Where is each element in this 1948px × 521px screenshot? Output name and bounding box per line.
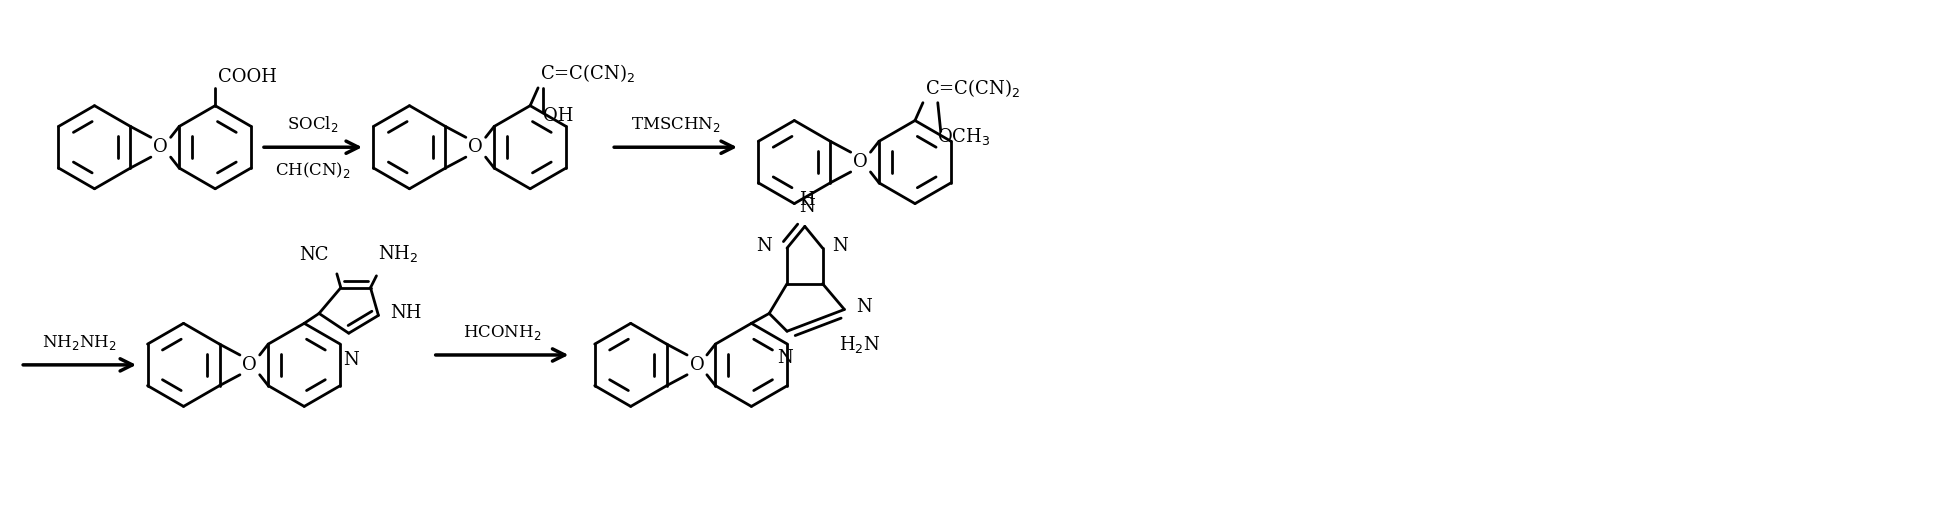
Text: NH$_2$NH$_2$: NH$_2$NH$_2$	[43, 333, 117, 352]
Text: N: N	[343, 351, 358, 369]
Text: CH(CN)$_2$: CH(CN)$_2$	[275, 160, 351, 180]
Text: NC: NC	[300, 246, 329, 264]
Text: N: N	[799, 199, 814, 216]
Text: OH: OH	[543, 107, 573, 125]
Text: H: H	[799, 191, 814, 208]
Text: O: O	[468, 138, 483, 156]
Text: SOCl$_2$: SOCl$_2$	[286, 115, 339, 134]
Text: O: O	[154, 138, 168, 156]
Text: N: N	[777, 349, 793, 367]
Text: TMSCHN$_2$: TMSCHN$_2$	[631, 115, 721, 134]
Text: C=C(CN)$_2$: C=C(CN)$_2$	[925, 77, 1021, 99]
Text: C=C(CN)$_2$: C=C(CN)$_2$	[540, 62, 635, 84]
Text: O: O	[242, 356, 257, 374]
Text: H$_2$N: H$_2$N	[838, 334, 880, 355]
Text: N: N	[756, 237, 771, 255]
Text: N: N	[857, 299, 873, 316]
Text: O: O	[690, 356, 705, 374]
Text: N: N	[832, 237, 847, 255]
Text: COOH: COOH	[218, 68, 277, 86]
Text: O: O	[853, 153, 869, 171]
Text: OCH$_3$: OCH$_3$	[937, 126, 990, 147]
Text: NH$_2$: NH$_2$	[378, 243, 419, 264]
Text: HCONH$_2$: HCONH$_2$	[464, 323, 542, 342]
Text: NH: NH	[390, 304, 421, 322]
